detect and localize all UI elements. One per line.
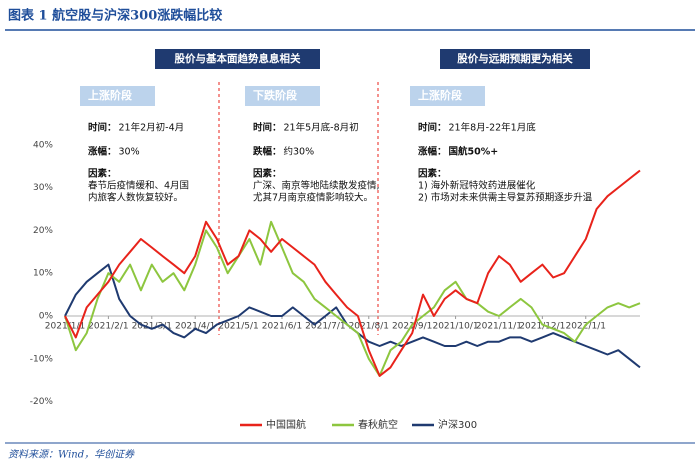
note-label: 时间： [88, 122, 117, 134]
note-label: 涨幅： [418, 146, 447, 158]
y-tick-label: 10% [33, 269, 53, 279]
phase-box [80, 86, 155, 106]
x-tick-label: 2021/4/1 [175, 322, 215, 332]
phase-text: 上涨阶段 [88, 88, 132, 102]
x-tick-label: 2021/3/1 [132, 322, 172, 332]
legend-label: 中国国航 [266, 418, 306, 431]
legend-label: 春秋航空 [358, 418, 398, 431]
phase-text: 上涨阶段 [418, 88, 462, 102]
x-tick-label: 2021/6/1 [262, 322, 302, 332]
note-value: 约30% [284, 146, 315, 158]
section-header-text: 股价与远期预期更为相关 [457, 52, 573, 65]
note-factor: 内旅客人数恢复较好。 [88, 192, 183, 204]
source: 资料来源：Wind，华创证券 [8, 449, 135, 461]
note-factor: 广深、南京等地陆续散发疫情, [253, 180, 380, 192]
y-tick-label: -20% [30, 397, 54, 407]
x-tick-label: 2021/12/1 [519, 322, 565, 332]
y-tick-label: 30% [33, 183, 53, 193]
phase-box [245, 86, 320, 106]
note-factor: 1) 海外新冠特效药进展催化 [418, 180, 536, 192]
note-value: 国航50%+ [449, 146, 499, 158]
note-label: 因素： [88, 168, 117, 180]
phase-text: 下跌阶段 [253, 88, 297, 102]
chart-title: 图表 1 航空股与沪深300涨跌幅比较 [8, 8, 222, 24]
note-label: 因素： [253, 168, 282, 180]
legend-label: 沪深300 [438, 418, 477, 431]
x-tick-label: 2021/10/1 [432, 322, 478, 332]
x-tick-label: 2021/2/1 [88, 322, 128, 332]
note-factor: 2) 市场对未来供需主导复苏预期逐步升温 [418, 192, 593, 204]
note-value: 30% [119, 147, 140, 158]
series-line [64, 169, 641, 377]
x-tick-label: 2021/1/1 [45, 322, 85, 332]
note-value: 21年2月初-4月 [119, 122, 185, 134]
x-tick-label: 2021/8/1 [349, 322, 389, 332]
y-tick-label: 20% [33, 226, 53, 236]
note-label: 因素： [418, 168, 447, 180]
y-tick-label: 0% [39, 312, 54, 322]
note-label: 跌幅： [253, 146, 282, 158]
x-tick-label: 2021/5/1 [218, 322, 258, 332]
note-factor: 春节后疫情缓和、4月国 [88, 180, 189, 192]
note-label: 涨幅： [88, 146, 117, 158]
x-tick-label: 2021/7/1 [305, 322, 345, 332]
series-line [64, 220, 641, 377]
note-label: 时间： [253, 122, 282, 134]
section-header [440, 49, 590, 69]
note-value: 21年8月-22年1月底 [449, 122, 537, 134]
note-label: 时间： [418, 122, 447, 134]
y-tick-label: -10% [30, 354, 54, 364]
y-tick-label: 40% [33, 140, 53, 150]
note-value: 21年5月底-8月初 [284, 122, 359, 134]
phase-box [410, 86, 485, 106]
x-tick-label: 2021/11/1 [476, 322, 522, 332]
section-header-text: 股价与基本面趋势息息相关 [175, 52, 301, 65]
note-factor: 尤其7月南京疫情影响较大。 [253, 192, 373, 204]
section-header [155, 49, 320, 69]
